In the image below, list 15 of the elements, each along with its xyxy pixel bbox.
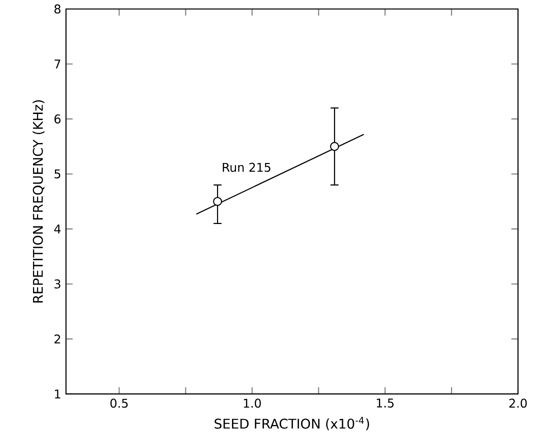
y-axis-title: REPETITION FREQUENCY (KHz) [32, 100, 44, 302]
y-tick-label: 8 [54, 4, 60, 14]
y-tick-label: 7 [54, 60, 60, 68]
x-tick-label: 0.5 [110, 398, 128, 408]
x-axis-title: SEED FRACTION (x10$^{-4}$) [214, 416, 370, 430]
series-label: Run 215 [222, 162, 270, 172]
y-tick-label: 3 [54, 279, 60, 289]
y-tick-label: 4 [54, 224, 61, 234]
y-tick-label: 2 [54, 334, 60, 344]
y-tick-label: 1 [54, 390, 60, 398]
y-tick-label: 6 [54, 114, 61, 124]
x-tick-label: 1.5 [376, 398, 394, 408]
x-tick-label: 2.0 [509, 398, 527, 408]
x-tick-label: 1.0 [244, 398, 261, 408]
y-tick-label: 5 [54, 170, 60, 178]
